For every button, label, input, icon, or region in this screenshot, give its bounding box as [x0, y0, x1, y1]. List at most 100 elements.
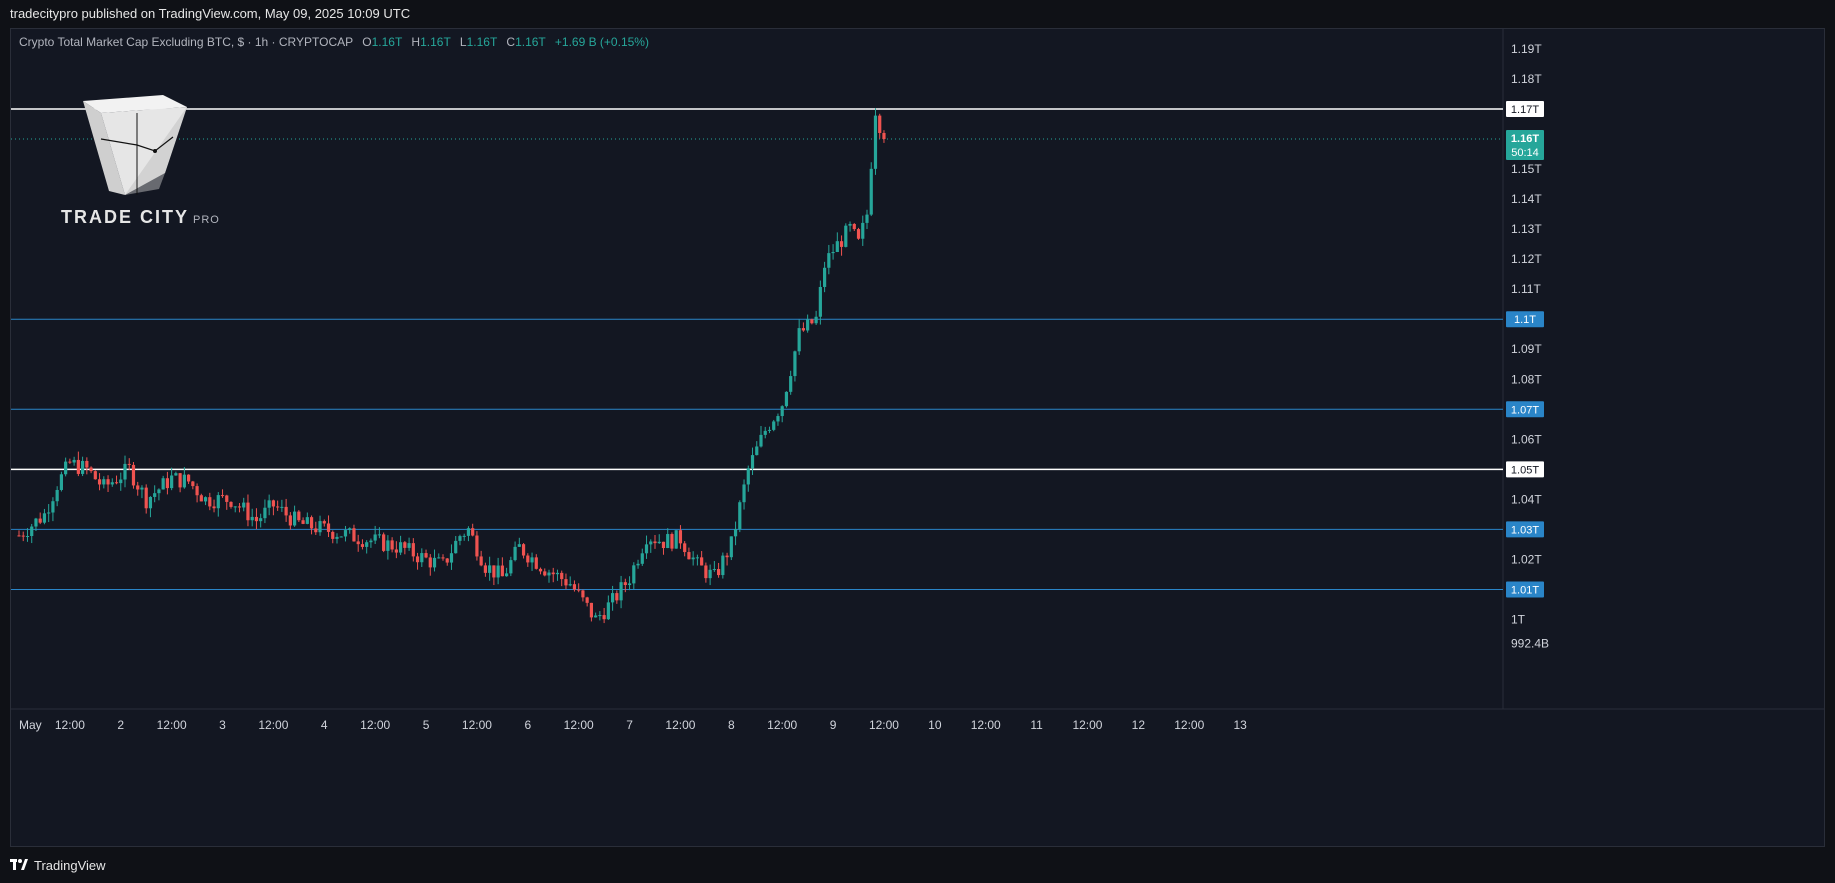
candle-body: [38, 518, 42, 523]
candle-body: [806, 319, 810, 331]
candle-body: [611, 593, 615, 603]
candle-body: [839, 241, 844, 247]
candle-body: [276, 506, 280, 508]
candle-body: [674, 530, 678, 549]
candle-body: [462, 535, 466, 537]
candle-body: [233, 506, 237, 508]
y-tick-label: 1.09T: [1511, 342, 1542, 356]
candle-body: [161, 478, 165, 490]
candle-body: [488, 565, 492, 573]
candle-body: [670, 534, 674, 549]
candle-body: [568, 584, 572, 586]
candle-body: [314, 528, 318, 533]
y-tick-label: 992.4B: [1511, 637, 1549, 651]
candle-body: [683, 543, 687, 553]
level-tag: [1506, 461, 1544, 478]
candle-body: [598, 615, 602, 617]
candle-body: [678, 530, 683, 544]
candle-body: [97, 479, 102, 485]
legend-high-label: H: [411, 35, 421, 49]
x-tick-label: 12:00: [462, 718, 492, 732]
candle-body: [399, 542, 403, 553]
candle-body: [555, 572, 560, 575]
level-tag-label: 1.03T: [1511, 524, 1539, 536]
candle-body: [377, 534, 381, 536]
legend-symbol: Crypto Total Market Cap Excluding BTC, $…: [19, 35, 353, 49]
candle-body: [471, 528, 475, 536]
candle-body: [42, 513, 47, 523]
level-tag: [1506, 581, 1544, 598]
candle-body: [687, 552, 691, 560]
candle-body: [119, 479, 123, 484]
candle-body: [466, 528, 471, 536]
candle-body: [254, 516, 259, 522]
candle-body: [585, 597, 589, 603]
candle-body: [220, 495, 225, 497]
brand-name: TRADE CITY PRO: [61, 207, 220, 228]
footer-logo-text: TradingView: [34, 857, 106, 873]
x-tick-label: 2: [117, 718, 124, 732]
y-tick-label: 1.04T: [1511, 492, 1542, 506]
candle-body: [140, 487, 144, 490]
candle-body: [505, 573, 509, 577]
candle-body: [449, 553, 454, 563]
candle-body: [195, 486, 199, 496]
candle-body: [30, 526, 34, 537]
candle-body: [21, 535, 25, 537]
candle-body: [424, 553, 428, 558]
tradingview-logo-icon: [10, 859, 28, 871]
candle-body: [640, 553, 644, 564]
candle-body: [72, 459, 76, 463]
candlestick-chart[interactable]: 1.19T 1.18T 1.15T 1.14T 1.13T 1.12T 1.11T 1.09T…: [11, 29, 1825, 847]
candle-body: [432, 557, 437, 568]
candle-body: [373, 534, 377, 541]
candle-body: [721, 555, 725, 576]
x-tick-label: 5: [423, 718, 430, 732]
y-tick-label: 1.08T: [1511, 372, 1542, 386]
candle-body: [110, 482, 114, 485]
x-tick-label: 12:00: [157, 718, 187, 732]
candle-body: [322, 521, 326, 524]
candle-body: [242, 502, 246, 508]
level-tag: [1506, 521, 1544, 538]
candle-body: [814, 316, 818, 324]
x-tick-label: 6: [524, 718, 531, 732]
x-tick-label: 13: [1233, 718, 1247, 732]
candle-body: [437, 557, 441, 559]
y-tick-label: 1.19T: [1511, 42, 1542, 56]
candle-body: [420, 553, 424, 563]
legend-open-value: 1.16T: [371, 35, 403, 49]
candle-body: [85, 460, 89, 468]
candle-body: [309, 517, 314, 529]
x-tick-label: 3: [219, 718, 226, 732]
candle-body: [844, 225, 848, 247]
candle-body: [335, 536, 339, 539]
x-tick-label: 10: [928, 718, 942, 732]
candle-body: [407, 543, 411, 548]
candle-body: [733, 529, 738, 537]
candle-body: [589, 602, 593, 618]
trade-city-logo: [83, 95, 187, 195]
legend-open-label: O: [362, 35, 372, 49]
candle-body: [742, 484, 746, 503]
chart-frame[interactable]: 1.19T 1.18T 1.15T 1.14T 1.13T 1.12T 1.11T 1.09T…: [10, 28, 1825, 847]
candle-body: [818, 286, 822, 317]
candle-body: [547, 572, 551, 576]
candle-body: [445, 558, 449, 563]
candle-body: [225, 495, 229, 502]
x-tick-label: 12:00: [971, 718, 1001, 732]
candle-body: [755, 446, 759, 456]
candle-body: [365, 542, 369, 547]
candle-body: [237, 506, 242, 508]
candle-body: [305, 517, 309, 524]
candle-body: [695, 557, 699, 559]
candle-body: [187, 474, 191, 482]
candle-body: [263, 507, 267, 519]
candle-body: [500, 565, 504, 577]
x-tick-label: 12: [1132, 718, 1146, 732]
candle-body: [59, 474, 63, 490]
candle-body: [382, 534, 386, 551]
candle-body: [543, 571, 547, 576]
y-tick-label: 1.14T: [1511, 192, 1542, 206]
candle-body: [729, 536, 733, 558]
